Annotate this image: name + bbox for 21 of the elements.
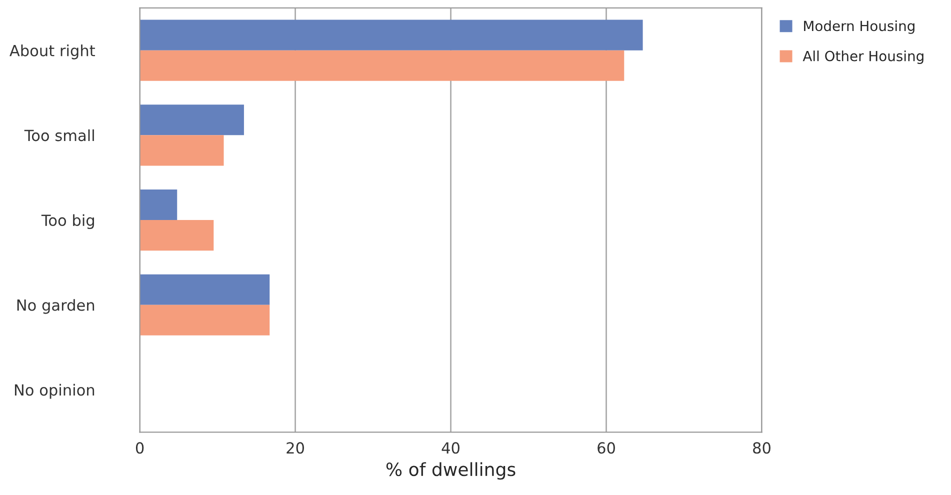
y-tick-label: Too big: [41, 214, 94, 230]
x-tick-label: 20: [286, 442, 304, 454]
legend-label: All Other Housing: [802, 50, 924, 64]
y-tick-label: About right: [10, 44, 95, 60]
bar: [140, 189, 178, 220]
y-tick-label: No garden: [17, 299, 94, 314]
x-axis-title: % of dwellings: [386, 462, 516, 480]
bar: [140, 20, 643, 50]
x-tick-label: 80: [753, 442, 770, 454]
bar: [140, 104, 244, 136]
x-tick-label: 40: [442, 442, 460, 454]
y-tick-label: No opinion: [14, 384, 94, 399]
y-tick-label: Too small: [24, 129, 94, 142]
bar: [140, 50, 624, 81]
x-tick-label: 0: [136, 442, 144, 454]
bar: [140, 274, 270, 305]
x-tick-label: 60: [598, 442, 615, 454]
bar: [140, 304, 270, 336]
bar: [140, 135, 224, 166]
bar: [140, 220, 214, 251]
legend-label: Modern Housing: [804, 20, 914, 34]
